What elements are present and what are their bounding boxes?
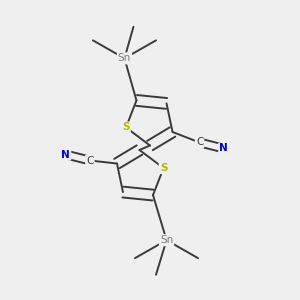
Text: N: N — [61, 149, 70, 160]
Text: C: C — [86, 155, 94, 166]
Text: Sn: Sn — [160, 235, 173, 245]
Text: C: C — [196, 137, 203, 148]
Text: S: S — [122, 122, 130, 133]
Text: Sn: Sn — [118, 53, 131, 63]
Text: S: S — [160, 163, 167, 173]
Text: N: N — [219, 143, 228, 154]
